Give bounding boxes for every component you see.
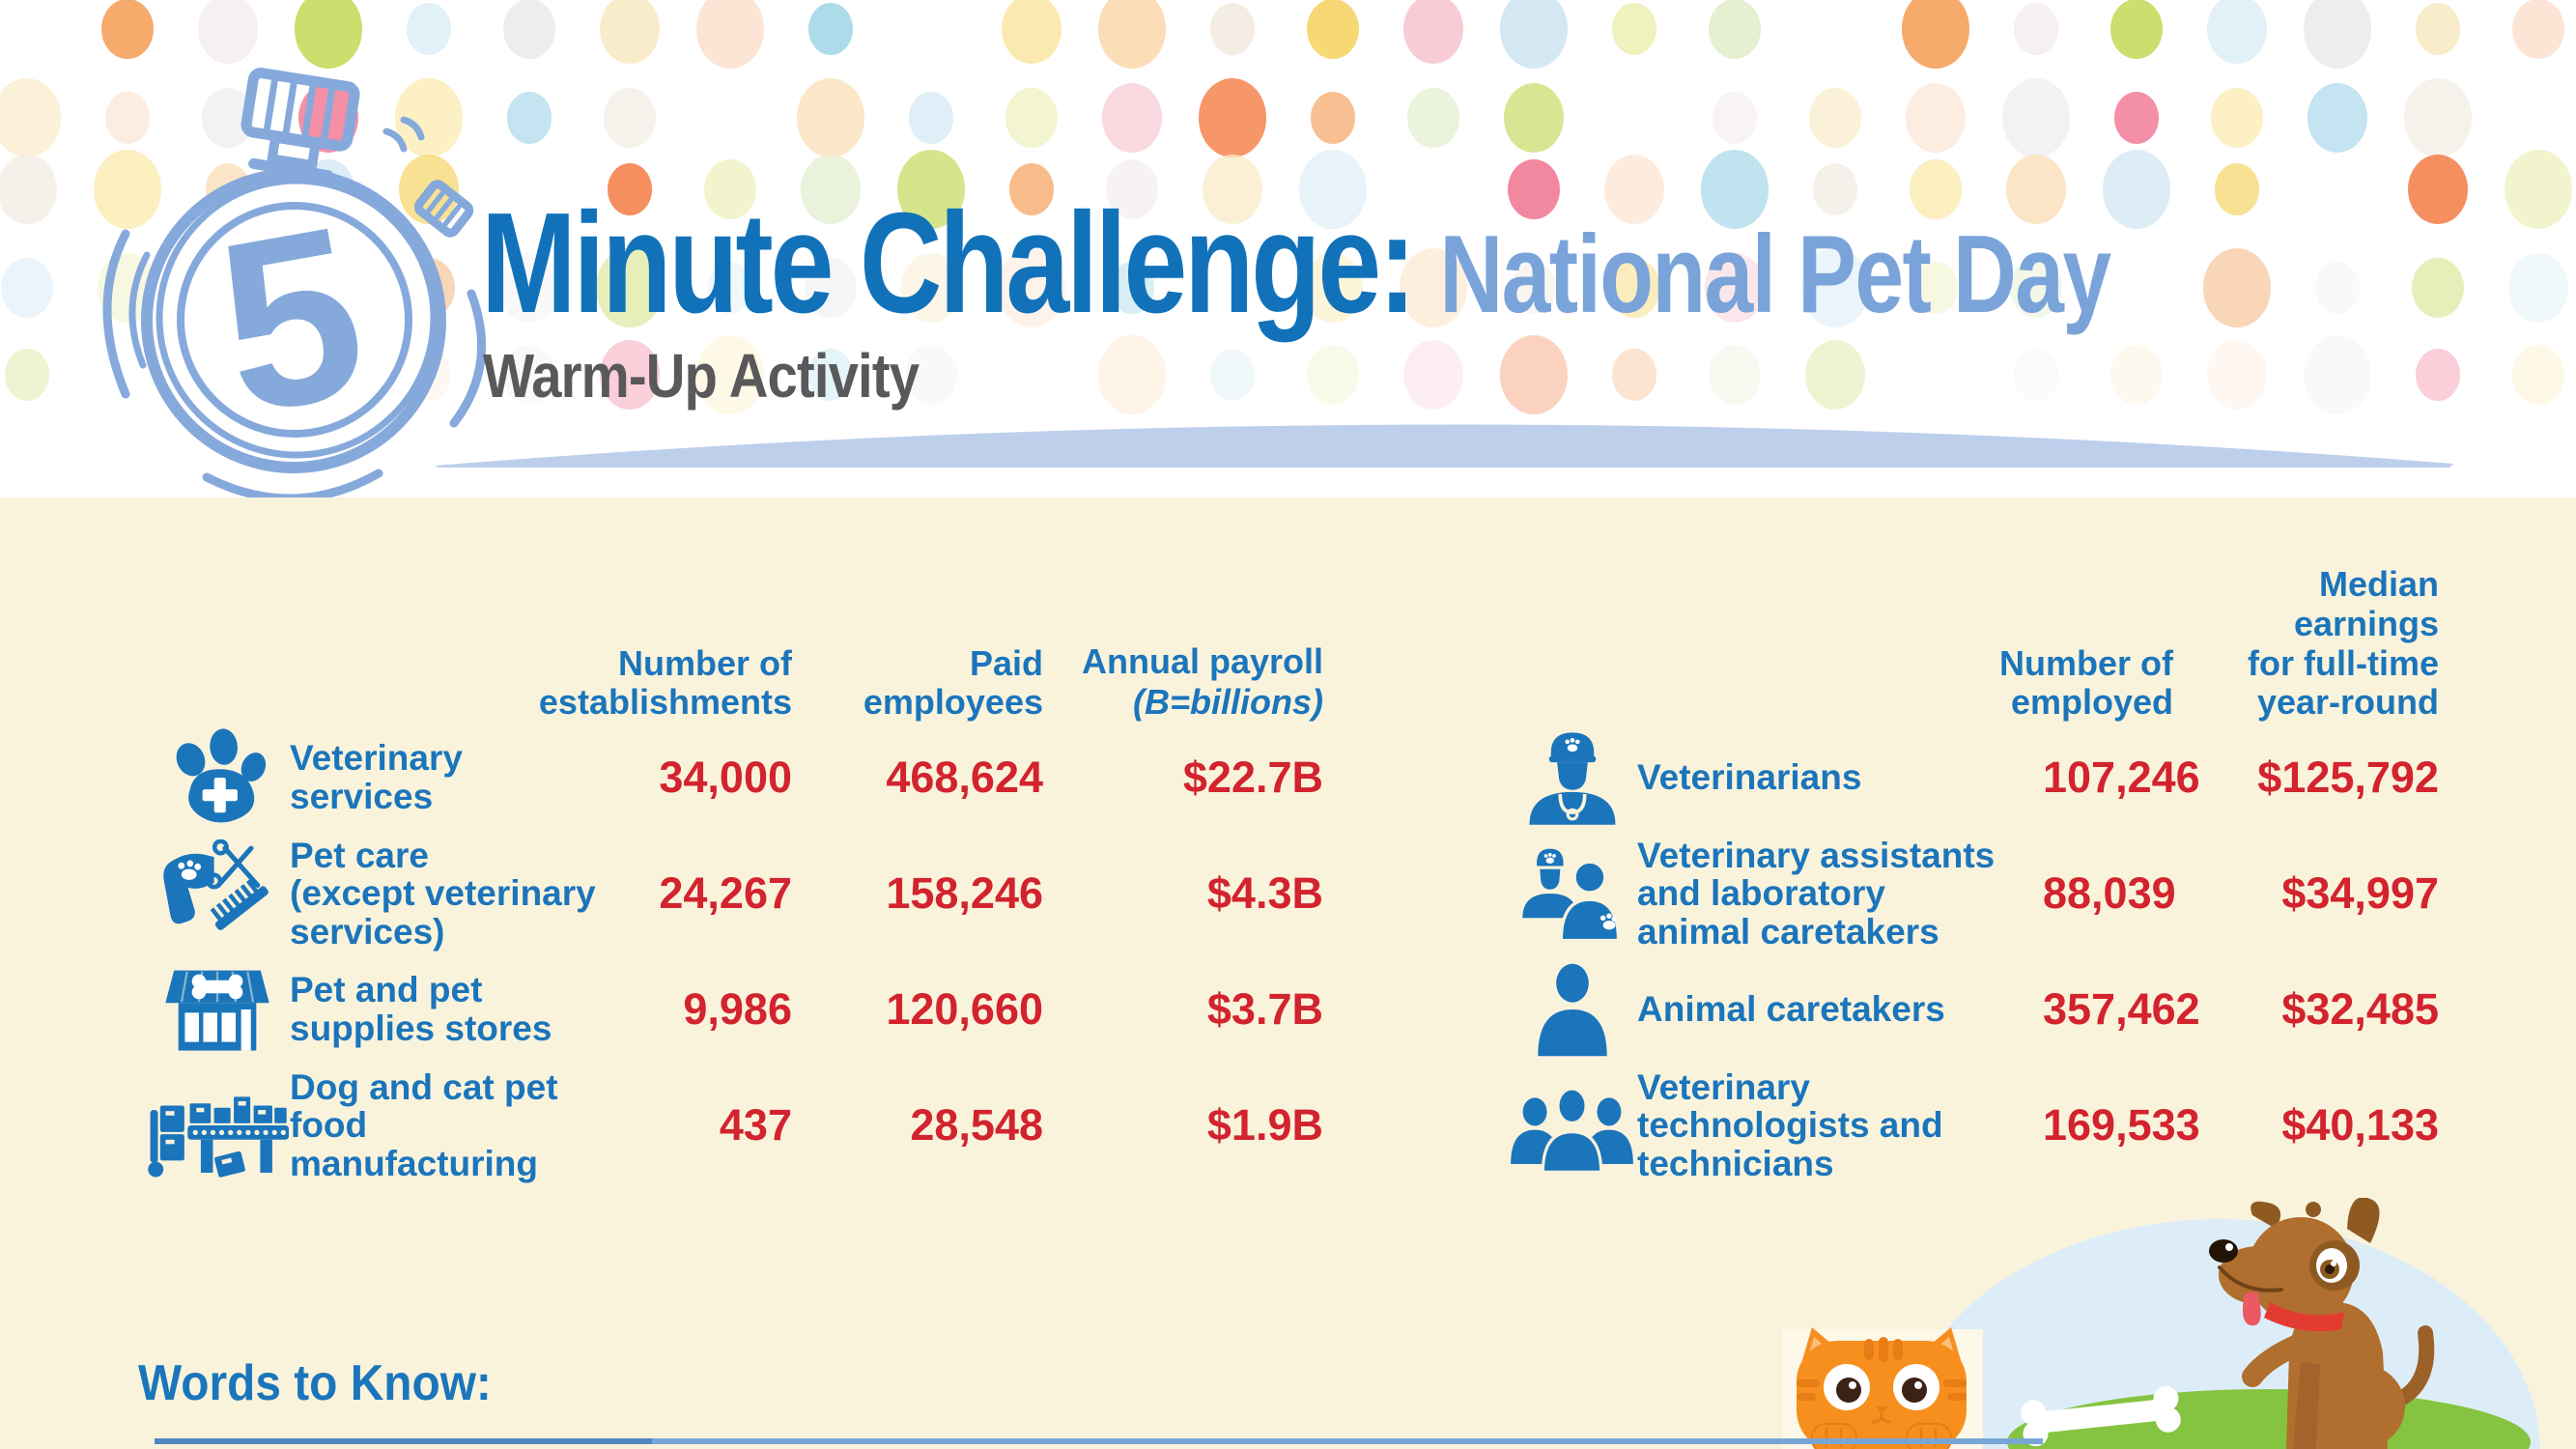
bone-illustration (2021, 1385, 2181, 1447)
title-main: Minute Challenge: (481, 184, 1416, 343)
paid-employees-value: 120,660 (886, 984, 1043, 1034)
number-employed-value: 107,246 (2043, 753, 2200, 802)
median-earnings-value: $125,792 (2257, 753, 2439, 802)
footer-rule-left (155, 1438, 652, 1444)
page-title: Minute Challenge: National Pet Day (481, 182, 2111, 346)
veterinarian-icon (1528, 732, 1616, 825)
industry-table-header: Number of establishments Paid employees … (145, 614, 1323, 723)
paid-employees-value: 468,624 (886, 753, 1043, 802)
column-header-annual-payroll: Annual payroll (1081, 641, 1323, 682)
industry-row-label: Veterinary services (290, 738, 463, 816)
paid-employees-value: 28,548 (910, 1100, 1043, 1150)
number-employed-value: 357,462 (2043, 984, 2200, 1034)
industry-row-label: Pet care (except veterinary services) (290, 835, 596, 952)
title-suffix: National Pet Day (1439, 213, 2111, 336)
occupation-row-label: Veterinarians (1637, 757, 1862, 798)
occupation-row-vet-assistants: Veterinary assistants and laboratory ani… (1507, 836, 2439, 952)
column-header-payroll-note: (B=billions) (1133, 682, 1323, 722)
annual-payroll-value: $22.7B (1182, 753, 1323, 802)
establishments-value: 34,000 (659, 753, 792, 802)
animal-caretaker-icon (1537, 963, 1607, 1057)
vet-technicians-icon (1511, 1087, 1633, 1174)
occupation-row-label: Veterinary assistants and laboratory ani… (1637, 835, 1996, 952)
establishments-value: 24,267 (659, 868, 792, 918)
dog-illustration (2209, 1198, 2435, 1449)
annual-payroll-value: $3.7B (1206, 984, 1323, 1034)
footer-rule-right (652, 1438, 2043, 1444)
occupation-row-animal-caretakers: Animal caretakers 357,462 $32,485 (1507, 952, 2439, 1067)
paid-employees-value: 158,246 (886, 868, 1043, 918)
pet-food-manufacturing-icon (148, 1096, 289, 1178)
occupation-row-veterinarians: Veterinarians 107,246 $125,792 (1507, 720, 2439, 836)
annual-payroll-value: $1.9B (1206, 1100, 1323, 1150)
number-employed-value: 88,039 (2043, 868, 2176, 918)
establishments-value: 9,986 (683, 984, 792, 1034)
vet-assistants-icon (1521, 848, 1620, 943)
median-earnings-value: $40,133 (2281, 1100, 2439, 1150)
column-header-establishments: Number of establishments (538, 642, 792, 723)
median-earnings-value: $32,485 (2281, 984, 2439, 1034)
establishments-value: 437 (719, 1100, 792, 1150)
annual-payroll-value: $4.3B (1206, 868, 1323, 918)
column-header-paid-employees: Paid employees (863, 642, 1043, 723)
industry-row-pet-stores: Pet and pet supplies stores 9,986 120,66… (145, 952, 1323, 1067)
five-minute-stopwatch-icon: 5 (102, 68, 487, 498)
occupation-row-label: Veterinary technologists and technicians (1637, 1066, 1943, 1183)
industry-row-pet-food-manufacturing: Dog and cat pet food manufacturing 437 2… (145, 1067, 1323, 1183)
header-swoosh-divider (435, 424, 2453, 468)
industry-row-label: Dog and cat pet food manufacturing (290, 1066, 558, 1183)
occupation-row-label: Animal caretakers (1637, 989, 1945, 1030)
paw-medical-icon (176, 728, 267, 823)
industry-row-label: Pet and pet supplies stores (290, 970, 552, 1048)
pet-grooming-icon (163, 838, 269, 930)
pet-store-icon (165, 970, 269, 1051)
industry-row-veterinary-services: Veterinary services 34,000 468,624 $22.7… (145, 720, 1323, 836)
median-earnings-value: $34,997 (2281, 868, 2439, 918)
column-header-median-earnings: Median earnings for full-time year-round (2248, 564, 2439, 723)
words-to-know-heading: Words to Know: (138, 1355, 492, 1411)
cat-illustration (1797, 1327, 1967, 1449)
industry-row-pet-care: Pet care (except veterinary services) 24… (145, 836, 1323, 952)
occupation-row-vet-technicians: Veterinary technologists and technicians… (1507, 1067, 2439, 1183)
occupation-table-header: Number of employed Median earnings for f… (1507, 565, 2439, 723)
page-subtitle: Warm-Up Activity (483, 341, 920, 411)
column-header-number-employed: Number of employed (1999, 642, 2173, 723)
number-employed-value: 169,533 (2043, 1100, 2200, 1150)
